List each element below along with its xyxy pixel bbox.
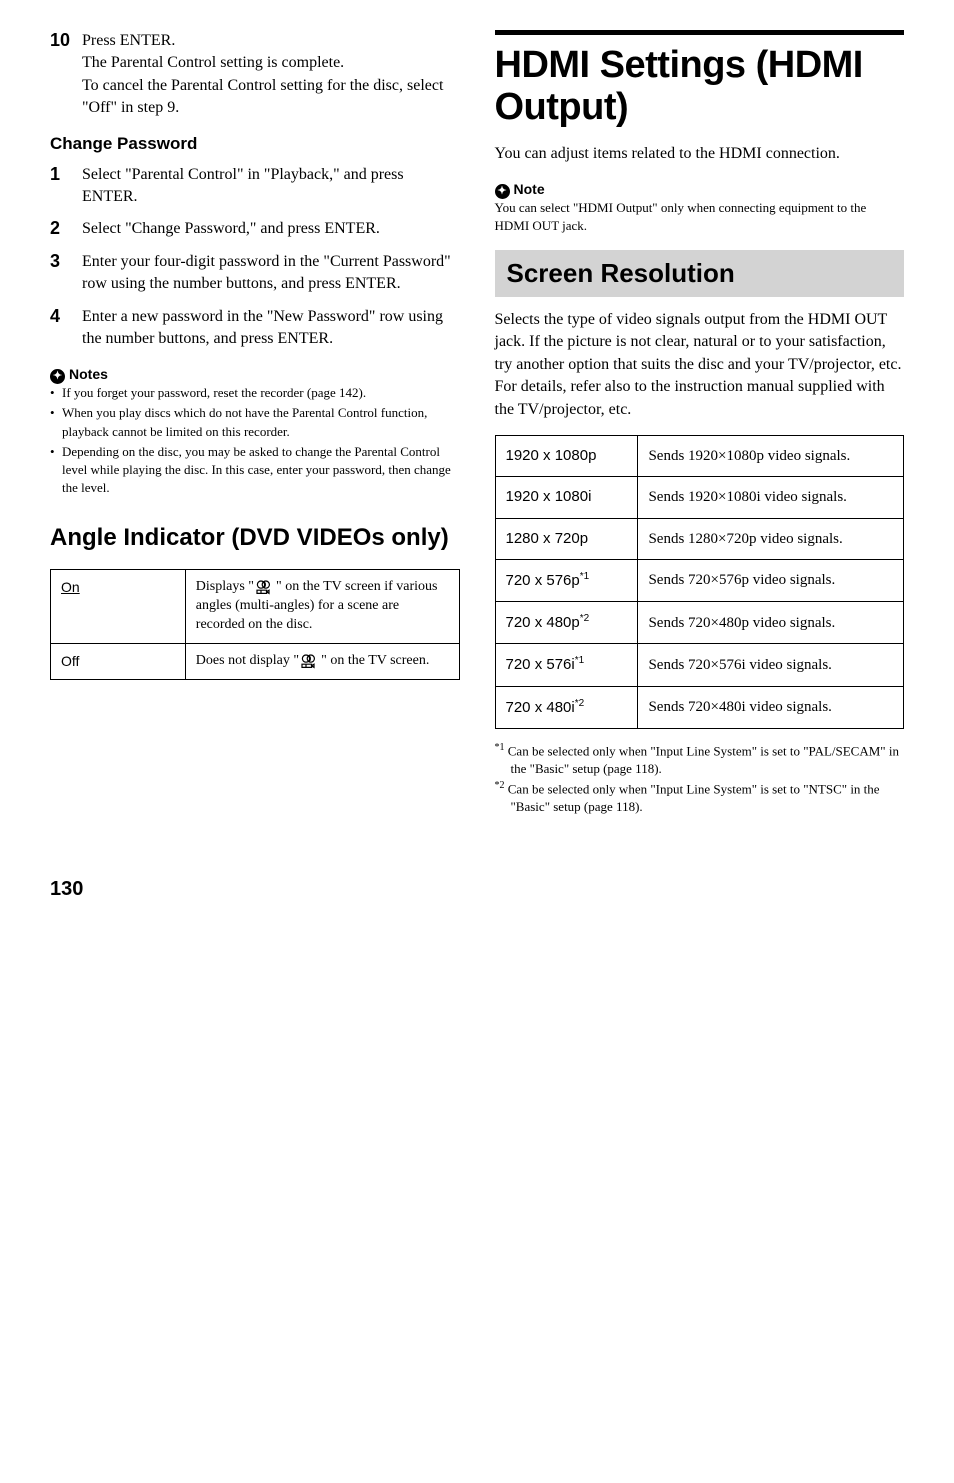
step-number: 3	[50, 251, 82, 296]
resolution-key: 1920 x 1080p	[495, 436, 638, 477]
angle-indicator-heading: Angle Indicator (DVD VIDEOs only)	[50, 523, 460, 553]
step-number: 2	[50, 218, 82, 240]
list-item: Depending on the disc, you may be asked …	[50, 443, 460, 498]
table-row: 1920 x 1080pSends 1920×1080p video signa…	[495, 436, 904, 477]
resolution-value: Sends 1920×1080p video signals.	[638, 436, 904, 477]
text: Displays "	[196, 579, 254, 594]
notes-list: If you forget your password, reset the r…	[50, 384, 460, 497]
footnote: *2 Can be selected only when "Input Line…	[495, 779, 905, 815]
option-off: Off	[51, 644, 186, 680]
notes-label: Notes	[69, 366, 108, 382]
resolution-intro: Selects the type of video signals output…	[495, 309, 905, 421]
option-label: Off	[61, 653, 79, 669]
left-column: 10 Press ENTER. The Parental Control set…	[50, 30, 460, 818]
resolution-value: Sends 720×576i video signals.	[638, 644, 904, 686]
note-icon: ✦	[495, 184, 510, 199]
resolution-value: Sends 720×480p video signals.	[638, 602, 904, 644]
page-columns: 10 Press ENTER. The Parental Control set…	[50, 30, 904, 818]
step-body: Select "Change Password," and press ENTE…	[82, 218, 380, 240]
notes-heading: ✦ Notes	[50, 366, 460, 384]
step-line: Press ENTER.	[82, 32, 175, 49]
option-label: On	[61, 579, 80, 595]
resolution-table: 1920 x 1080pSends 1920×1080p video signa…	[495, 435, 905, 729]
screen-resolution-heading: Screen Resolution	[495, 250, 905, 297]
step: 3Enter your four-digit password in the "…	[50, 251, 460, 296]
step-body: Enter your four-digit password in the "C…	[82, 251, 460, 296]
resolution-value: Sends 720×576p video signals.	[638, 559, 904, 601]
step-number: 10	[50, 30, 82, 120]
step: 4Enter a new password in the "New Passwo…	[50, 306, 460, 351]
table-row: 1280 x 720pSends 1280×720p video signals…	[495, 518, 904, 559]
text: Does not display "	[196, 653, 299, 668]
note-text: You can select "HDMI Output" only when c…	[495, 199, 905, 234]
resolution-value: Sends 720×480i video signals.	[638, 686, 904, 728]
table-row: On Displays "" on the TV screen if vario…	[51, 570, 460, 644]
step-body: Press ENTER. The Parental Control settin…	[82, 30, 460, 120]
note-label: Note	[514, 181, 545, 197]
step: 1Select "Parental Control" in "Playback,…	[50, 164, 460, 209]
step-body: Select "Parental Control" in "Playback,"…	[82, 164, 460, 209]
table-row: Off Does not display " " on the TV screen…	[51, 644, 460, 680]
resolution-value: Sends 1920×1080i video signals.	[638, 477, 904, 518]
text: " on the TV screen.	[321, 653, 429, 668]
note-icon: ✦	[50, 369, 65, 384]
option-on: On	[51, 570, 186, 644]
step-number: 1	[50, 164, 82, 209]
right-column: HDMI Settings (HDMI Output) You can adju…	[495, 30, 905, 818]
resolution-value: Sends 1280×720p video signals.	[638, 518, 904, 559]
resolution-key: 720 x 480i*2	[495, 686, 638, 728]
step-10: 10 Press ENTER. The Parental Control set…	[50, 30, 460, 120]
resolution-key: 720 x 576i*1	[495, 644, 638, 686]
note-heading: ✦ Note	[495, 181, 905, 199]
option-off-desc: Does not display " " on the TV screen.	[185, 644, 459, 680]
resolution-key: 1280 x 720p	[495, 518, 638, 559]
angle-icon	[254, 579, 276, 595]
resolution-key: 720 x 576p*1	[495, 559, 638, 601]
resolution-key: 720 x 480p*2	[495, 602, 638, 644]
hdmi-intro: You can adjust items related to the HDMI…	[495, 143, 905, 165]
angle-icon	[299, 653, 321, 669]
resolution-key: 1920 x 1080i	[495, 477, 638, 518]
step-body: Enter a new password in the "New Passwor…	[82, 306, 460, 351]
footnote: *1 Can be selected only when "Input Line…	[495, 741, 905, 777]
table-row: 720 x 480p*2Sends 720×480p video signals…	[495, 602, 904, 644]
footnotes: *1 Can be selected only when "Input Line…	[495, 741, 905, 816]
table-row: 720 x 576p*1Sends 720×576p video signals…	[495, 559, 904, 601]
option-on-desc: Displays "" on the TV screen if various …	[185, 570, 459, 644]
section-rule: HDMI Settings (HDMI Output)	[495, 30, 905, 129]
step: 2Select "Change Password," and press ENT…	[50, 218, 460, 240]
step-line: To cancel the Parental Control setting f…	[82, 77, 443, 116]
change-password-heading: Change Password	[50, 134, 460, 154]
list-item: If you forget your password, reset the r…	[50, 384, 460, 402]
list-item: When you play discs which do not have th…	[50, 404, 460, 440]
table-row: 720 x 576i*1Sends 720×576i video signals…	[495, 644, 904, 686]
angle-indicator-table: On Displays "" on the TV screen if vario…	[50, 569, 460, 680]
page-number: 130	[50, 878, 904, 901]
change-password-steps: 1Select "Parental Control" in "Playback,…	[50, 164, 460, 351]
table-row: 1920 x 1080iSends 1920×1080i video signa…	[495, 477, 904, 518]
step-line: The Parental Control setting is complete…	[82, 54, 344, 71]
table-row: 720 x 480i*2Sends 720×480i video signals…	[495, 686, 904, 728]
hdmi-settings-title: HDMI Settings (HDMI Output)	[495, 45, 905, 129]
step-number: 4	[50, 306, 82, 351]
